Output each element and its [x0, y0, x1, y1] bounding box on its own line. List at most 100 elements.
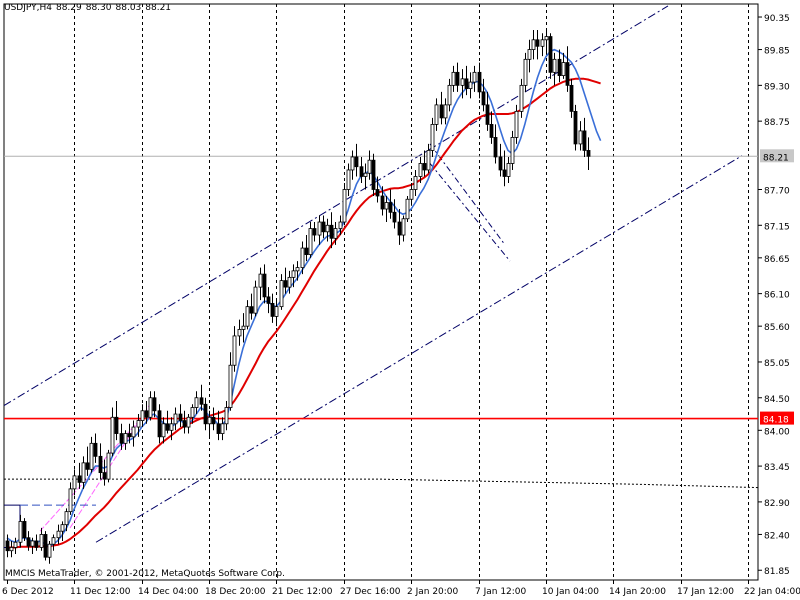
- candle: [203, 397, 208, 431]
- candle-body-bear: [375, 189, 380, 197]
- candle-body-bear: [102, 472, 107, 480]
- candle-body-bull: [245, 306, 250, 327]
- candle-body-bear: [565, 62, 570, 86]
- candle-body-bull: [39, 534, 44, 548]
- candle: [262, 264, 267, 304]
- candle: [274, 300, 279, 327]
- candle-body-bull: [173, 413, 178, 425]
- candle-body-bear: [392, 211, 397, 223]
- candle: [531, 30, 536, 60]
- candle-body-bull: [413, 176, 418, 190]
- candle-body-bull: [333, 228, 338, 239]
- candle: [418, 156, 423, 183]
- candle: [140, 404, 145, 428]
- level-label: 84.18: [763, 416, 789, 426]
- candle: [548, 33, 553, 79]
- candle: [350, 150, 355, 180]
- candle-body-bear: [211, 416, 216, 425]
- candle-body-bear: [586, 150, 591, 157]
- candle-body-bull: [253, 286, 258, 314]
- candle-body-bear: [152, 397, 157, 412]
- candle-body-bull: [401, 218, 406, 236]
- candle-body-bear: [569, 84, 574, 112]
- candle-body-bull: [540, 39, 545, 47]
- candle-body-bull: [363, 172, 368, 177]
- plot-frame: [3, 3, 759, 581]
- candle: [85, 446, 90, 476]
- candle: [502, 150, 507, 187]
- candle: [573, 104, 578, 151]
- candle-body-bear: [114, 416, 119, 434]
- candle: [388, 189, 393, 219]
- candle: [68, 482, 73, 515]
- candle-body-bull: [220, 423, 225, 434]
- candle: [485, 91, 490, 131]
- candle: [397, 209, 402, 245]
- candle: [451, 65, 456, 92]
- candle: [157, 404, 162, 444]
- candle: [460, 69, 465, 99]
- y-axis: 90.35 89.85 89.30 88.75 88.21 87.70 87.15 86.65…: [758, 14, 794, 577]
- candle-body-bear: [22, 521, 27, 539]
- candle: [283, 267, 288, 294]
- candle-body-bull: [544, 36, 549, 41]
- candle-body-bear: [380, 195, 385, 210]
- candle-body-bull: [325, 224, 330, 233]
- candle: [422, 150, 427, 177]
- candle: [34, 534, 39, 551]
- candle-body-bear: [493, 137, 498, 158]
- candle-body-bull: [30, 540, 35, 547]
- candle-body-bear: [464, 78, 469, 90]
- trend-channel: [3, 5, 743, 543]
- candle-body-bear: [439, 104, 444, 119]
- candle-body-bull: [295, 267, 300, 272]
- y-tick-label: 86.10: [764, 291, 790, 301]
- candle: [228, 352, 233, 411]
- candle: [220, 417, 225, 441]
- candle-body-bear: [119, 433, 124, 444]
- candle: [148, 391, 153, 421]
- candle: [359, 156, 364, 183]
- candle-body-bull: [443, 104, 448, 119]
- candle: [258, 267, 263, 301]
- candle: [9, 540, 14, 558]
- y-tick-label: 87.70: [764, 186, 790, 196]
- candle: [409, 182, 414, 206]
- candle: [367, 150, 372, 180]
- x-tick-label: 7 Jan 12:00: [475, 587, 527, 597]
- x-tick-label: 17 Jan 12:00: [677, 587, 734, 597]
- candle-body-bear: [557, 58, 562, 76]
- candle: [119, 423, 124, 450]
- candle-body-bull: [578, 130, 583, 145]
- candle-body-bear: [165, 423, 170, 431]
- candle: [152, 391, 157, 418]
- candle-body-bull: [527, 49, 532, 60]
- candle: [161, 417, 166, 444]
- candle: [569, 78, 574, 118]
- candle-body-bull: [451, 71, 456, 86]
- candle-body-bull: [409, 189, 414, 200]
- candle-body-bull: [531, 39, 536, 50]
- candle-body-bull: [51, 537, 56, 545]
- candle: [413, 169, 418, 196]
- candle-body-bull: [47, 543, 52, 558]
- candle-body-bull: [123, 433, 128, 444]
- candle: [270, 293, 275, 323]
- candle-body-bull: [161, 423, 166, 438]
- candle-body-bull: [89, 442, 94, 470]
- candle: [455, 62, 460, 92]
- candle-body-bear: [283, 280, 288, 288]
- candle-body-bear: [199, 397, 204, 405]
- candle: [241, 313, 246, 343]
- candle-body-bear: [216, 423, 221, 434]
- candle: [426, 143, 431, 174]
- candle: [544, 30, 549, 53]
- x-tick-label: 14 Dec 04:00: [138, 587, 199, 597]
- candle: [110, 407, 115, 457]
- candle-body-bull: [169, 423, 174, 431]
- candle: [557, 49, 562, 83]
- candle-body-bull: [186, 416, 191, 428]
- y-tick-label: 90.35: [764, 14, 790, 24]
- candle-body-bull: [426, 150, 431, 171]
